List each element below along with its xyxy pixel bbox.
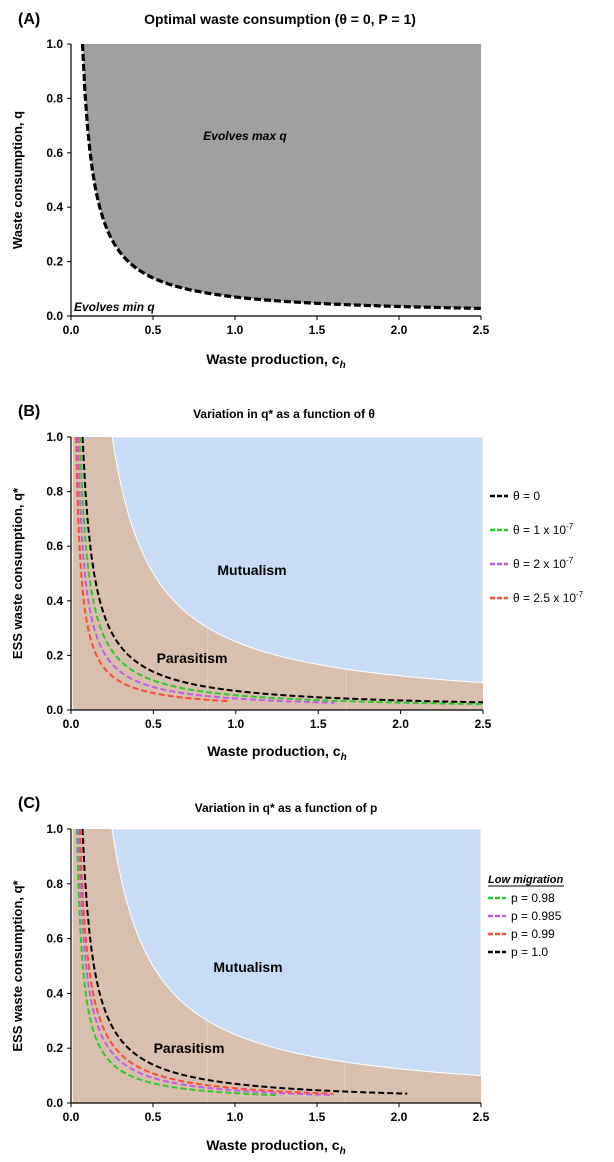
- x-tick-label: 1.5: [309, 1110, 326, 1124]
- chart-panel-b: 0.0 0.5 1.0 1.5 2.0 2.5 0.0 0.2 0.4 0.6 0.8 1.0 (B) V…: [10, 403, 584, 763]
- series-line: [80, 44, 481, 310]
- upper-region: [82, 44, 481, 309]
- y-tick-label: 0.6: [46, 146, 63, 160]
- y-tick-label: 0.0: [46, 703, 63, 717]
- y-tick-label: 0.4: [46, 594, 63, 608]
- x-tick-label: 0.0: [63, 717, 80, 731]
- series-line-1: [77, 829, 334, 1097]
- region-label: Parasitism: [157, 650, 228, 666]
- y-axis-label: Waste consumption, q: [10, 111, 25, 249]
- x-axis-label-subscript: h: [340, 360, 346, 371]
- x-tick-label: 1.0: [227, 717, 244, 731]
- legend-label-text: θ = 0: [513, 489, 540, 503]
- panel-label: (C): [18, 795, 40, 812]
- series-line-2: [76, 437, 335, 704]
- x-tick-label: 2.5: [475, 717, 492, 731]
- x-tick-label: 0.5: [145, 323, 162, 337]
- y-tick-label: 0.8: [46, 91, 63, 105]
- x-axis-label: Waste production, ch: [207, 743, 346, 763]
- y-tick-label: 1.0: [46, 430, 63, 444]
- series-line-2: [78, 829, 334, 1095]
- series-line-3: [75, 437, 228, 703]
- x-tick-label: 2.0: [391, 1110, 408, 1124]
- legend-label-text: θ = 2 x 10: [513, 557, 566, 571]
- x-tick-label: 0.0: [63, 1110, 80, 1124]
- legend-label-text: p = 1.0: [511, 945, 548, 959]
- chart-panel-c: 0.0 0.5 1.0 1.5 2.0 2.5 0.0 0.2 0.4 0.6 0.8 1.0 (C) V…: [10, 795, 564, 1157]
- legend-label: θ = 2.5 x 10-7: [513, 590, 584, 605]
- legend-label: p = 1.0: [511, 945, 548, 959]
- x-tick-label: 1.5: [309, 323, 326, 337]
- x-axis-label-subscript: h: [341, 752, 347, 763]
- x-axis-label: Waste production, ch: [206, 1137, 345, 1157]
- y-tick-label: 0.0: [46, 309, 63, 323]
- series-line-1: [78, 437, 483, 706]
- region-label: Evolves max q: [203, 129, 287, 143]
- legend-label-exponent: -7: [566, 522, 574, 531]
- legend-label: θ = 1 x 10-7: [513, 522, 574, 537]
- legend-label-exponent: -7: [566, 556, 574, 565]
- y-tick-label: 0.8: [46, 485, 63, 499]
- x-axis-label-text: Waste production, c: [207, 743, 340, 759]
- y-axis-label: ESS waste consumption, q*: [10, 487, 25, 659]
- x-axis-label-text: Waste production, c: [206, 351, 339, 367]
- plot-area: [71, 44, 481, 316]
- x-axis-label: Waste production, ch: [206, 351, 345, 371]
- mutualism-region: [111, 829, 481, 1077]
- y-tick-label: 0.4: [46, 986, 63, 1000]
- x-tick-label: 0.5: [145, 1110, 162, 1124]
- series-line-3: [81, 829, 408, 1095]
- x-tick-label: 1.5: [310, 717, 327, 731]
- x-tick-label: 2.5: [473, 323, 490, 337]
- chart-title: Variation in q* as a function of p: [195, 801, 378, 815]
- series-line-0: [75, 829, 277, 1097]
- panel-label: (A): [18, 11, 40, 28]
- x-tick-label: 2.0: [391, 323, 408, 337]
- y-tick-label: 1.0: [46, 822, 63, 836]
- legend-label: θ = 2 x 10-7: [513, 556, 574, 571]
- y-axis-label: ESS waste consumption, q*: [10, 879, 25, 1051]
- chart-title: Variation in q* as a function of θ: [193, 407, 375, 421]
- chart-panel-a: 0.0 0.5 1.0 1.5 2.0 2.5 0.0 0.2 0.4 0.6 0.8 1.0 (A) O…: [10, 11, 490, 371]
- region-label: Mutualism: [217, 562, 286, 578]
- plot-area: [71, 829, 481, 1103]
- y-tick-label: 0.2: [46, 1041, 63, 1055]
- x-tick-label: 0.5: [145, 717, 162, 731]
- region-label: Mutualism: [213, 959, 282, 975]
- x-tick-label: 0.0: [63, 323, 80, 337]
- plot-area: [71, 437, 483, 710]
- legend-label-text: p = 0.985: [511, 909, 562, 923]
- x-tick-label: 2.5: [473, 1110, 490, 1124]
- legend-label-exponent: -7: [576, 590, 584, 599]
- y-tick-label: 0.2: [46, 648, 63, 662]
- series-line-0: [81, 437, 483, 704]
- legend-label: p = 0.985: [511, 909, 562, 923]
- legend-label: p = 0.98: [511, 891, 555, 905]
- panel-label: (B): [18, 403, 40, 420]
- y-tick-label: 0.8: [46, 877, 63, 891]
- y-tick-label: 0.4: [46, 200, 63, 214]
- y-tick-label: 1.0: [46, 37, 63, 51]
- legend-label-text: θ = 1 x 10: [513, 523, 566, 537]
- region-label: Evolves min q: [74, 300, 155, 314]
- x-tick-label: 1.0: [227, 323, 244, 337]
- legend-label: p = 0.99: [511, 927, 555, 941]
- legend-label: θ = 0: [513, 489, 540, 503]
- mutualism-region: [111, 437, 483, 684]
- legend-label-text: p = 0.98: [511, 891, 555, 905]
- x-axis-label-subscript: h: [340, 1146, 346, 1157]
- y-tick-label: 0.2: [46, 255, 63, 269]
- region-label: Parasitism: [154, 1040, 225, 1056]
- y-tick-label: 0.0: [46, 1096, 63, 1110]
- legend-label-text: θ = 2.5 x 10: [513, 591, 576, 605]
- legend-title: Low migration: [488, 874, 563, 886]
- chart-title: Optimal waste consumption (θ = 0, P = 1): [144, 11, 416, 27]
- x-tick-label: 1.0: [227, 1110, 244, 1124]
- x-tick-label: 2.0: [392, 717, 409, 731]
- y-tick-label: 0.6: [46, 932, 63, 946]
- x-axis-label-text: Waste production, c: [206, 1137, 339, 1153]
- y-tick-label: 0.6: [46, 539, 63, 553]
- legend-label-text: p = 0.99: [511, 927, 555, 941]
